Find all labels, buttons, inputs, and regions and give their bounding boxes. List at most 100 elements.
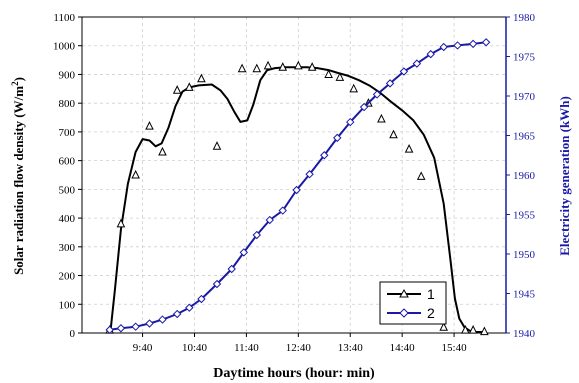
legend-box xyxy=(379,281,447,325)
series-2-point xyxy=(265,215,274,225)
series-1-point xyxy=(278,62,288,71)
series-1-point xyxy=(131,169,140,179)
series-1-point xyxy=(252,63,262,73)
series-1-point xyxy=(145,121,154,130)
series-1-point xyxy=(416,171,426,180)
series-1-point xyxy=(468,325,478,334)
series-2-point xyxy=(426,49,435,59)
bottom-tick-label: 15:40 xyxy=(442,342,468,354)
left-axis-title-end: ) xyxy=(11,77,26,81)
series-1-point xyxy=(461,325,470,334)
series-2-point xyxy=(372,90,382,99)
series-2-point xyxy=(305,170,314,179)
series-1-point xyxy=(439,322,449,331)
bottom-tick-label: 11:40 xyxy=(234,342,259,354)
series-2-point xyxy=(131,322,140,331)
series-2-point xyxy=(399,67,409,76)
x-axis-title: Daytime hours (hour: min) xyxy=(213,366,375,381)
series-2-point xyxy=(292,185,301,195)
right-tick-label: 1975 xyxy=(513,52,536,64)
series-1-point xyxy=(294,60,303,70)
left-tick-label: 100 xyxy=(59,299,76,311)
series-2-point xyxy=(158,315,167,324)
left-tick-label: 800 xyxy=(59,98,76,110)
series-1-point xyxy=(349,83,359,93)
left-tick-label: 1000 xyxy=(53,41,76,53)
series-2-point xyxy=(172,309,182,319)
left-tick-label: 500 xyxy=(59,184,76,196)
series-2-point xyxy=(481,38,491,47)
series-1-point xyxy=(389,129,398,139)
series-2-point xyxy=(105,325,114,335)
bottom-axis: 9:40 10:40 11:40 12:40 13:40 14:40 15:40 xyxy=(133,333,467,354)
series-2-point xyxy=(468,39,478,49)
series-1-point xyxy=(324,69,333,78)
left-axis-title-main: Solar radiation flow density (W/m xyxy=(11,86,26,275)
series-1-point xyxy=(307,62,317,71)
series-2-point xyxy=(116,324,126,333)
grid xyxy=(82,16,506,334)
right-tick-label: 1965 xyxy=(513,131,536,143)
left-tick-label: 0 xyxy=(70,328,76,340)
series-2-point xyxy=(385,79,395,88)
left-tick-label: 1100 xyxy=(53,12,75,24)
series-2-point xyxy=(197,294,206,304)
left-tick-label: 900 xyxy=(59,69,76,81)
left-tick-label: 300 xyxy=(59,242,76,254)
series-2-point xyxy=(333,133,342,143)
series-1-point xyxy=(335,72,345,81)
series-1-point xyxy=(116,218,126,228)
series-1-point xyxy=(184,82,194,91)
series-1-point xyxy=(212,141,222,150)
series-2-point xyxy=(439,42,448,52)
left-axis-title-sup: 2 xyxy=(10,81,20,86)
right-tick-label: 1960 xyxy=(513,170,536,182)
right-tick-label: 1980 xyxy=(513,12,536,24)
series-layer xyxy=(105,38,491,336)
right-tick-label: 1945 xyxy=(513,289,536,301)
legend-marker-1 xyxy=(399,288,409,298)
series-1-point xyxy=(480,326,489,336)
series-2-point xyxy=(145,319,154,328)
series-1-point xyxy=(377,113,386,123)
right-axis-title: Electricity generation (kWh) xyxy=(557,96,572,256)
series-1-point xyxy=(158,146,167,156)
left-tick-label: 700 xyxy=(59,127,76,139)
left-tick-label: 400 xyxy=(59,213,76,225)
bottom-tick-label: 12:40 xyxy=(286,342,312,354)
legend-label-1: 1 xyxy=(427,286,435,302)
right-tick-label: 1955 xyxy=(513,210,536,222)
series-1-point xyxy=(197,73,206,83)
right-tick-label: 1940 xyxy=(513,328,536,340)
series-2-point xyxy=(346,117,355,127)
series-2-point xyxy=(359,102,369,112)
left-tick-label: 200 xyxy=(59,271,76,283)
bottom-tick-label: 9:40 xyxy=(133,342,153,354)
series-2-point xyxy=(453,41,462,50)
series-1-point xyxy=(404,144,414,153)
series-2-point xyxy=(252,230,261,240)
right-axis: 1940 1945 1950 1955 1960 1965 1970 1975 1980 xyxy=(506,12,536,340)
series-2-point xyxy=(212,279,222,289)
legend: 1 2 xyxy=(379,281,447,325)
left-axis-title: Solar radiation flow density (W/m2) xyxy=(10,77,26,275)
series-1-point xyxy=(172,85,182,94)
series-2-point xyxy=(185,303,194,312)
bottom-tick-label: 10:40 xyxy=(182,342,208,354)
series-1-point xyxy=(237,63,247,73)
series-2-point xyxy=(278,206,287,215)
left-tick-label: 600 xyxy=(59,156,76,168)
left-axis: 0 100 200 300 400 500 600 700 800 900 1000 1100 xyxy=(53,12,82,340)
legend-marker-2 xyxy=(399,308,409,318)
series-2-point xyxy=(239,248,249,257)
series-1-line xyxy=(109,66,483,334)
legend-label-2: 2 xyxy=(427,305,435,321)
right-tick-label: 1970 xyxy=(513,91,536,103)
right-tick-label: 1950 xyxy=(513,249,536,261)
series-2-point xyxy=(320,151,329,160)
bottom-tick-label: 13:40 xyxy=(338,342,364,354)
bottom-tick-label: 14:40 xyxy=(390,342,416,354)
series-2-point xyxy=(227,264,236,274)
series-1-point xyxy=(263,60,273,70)
